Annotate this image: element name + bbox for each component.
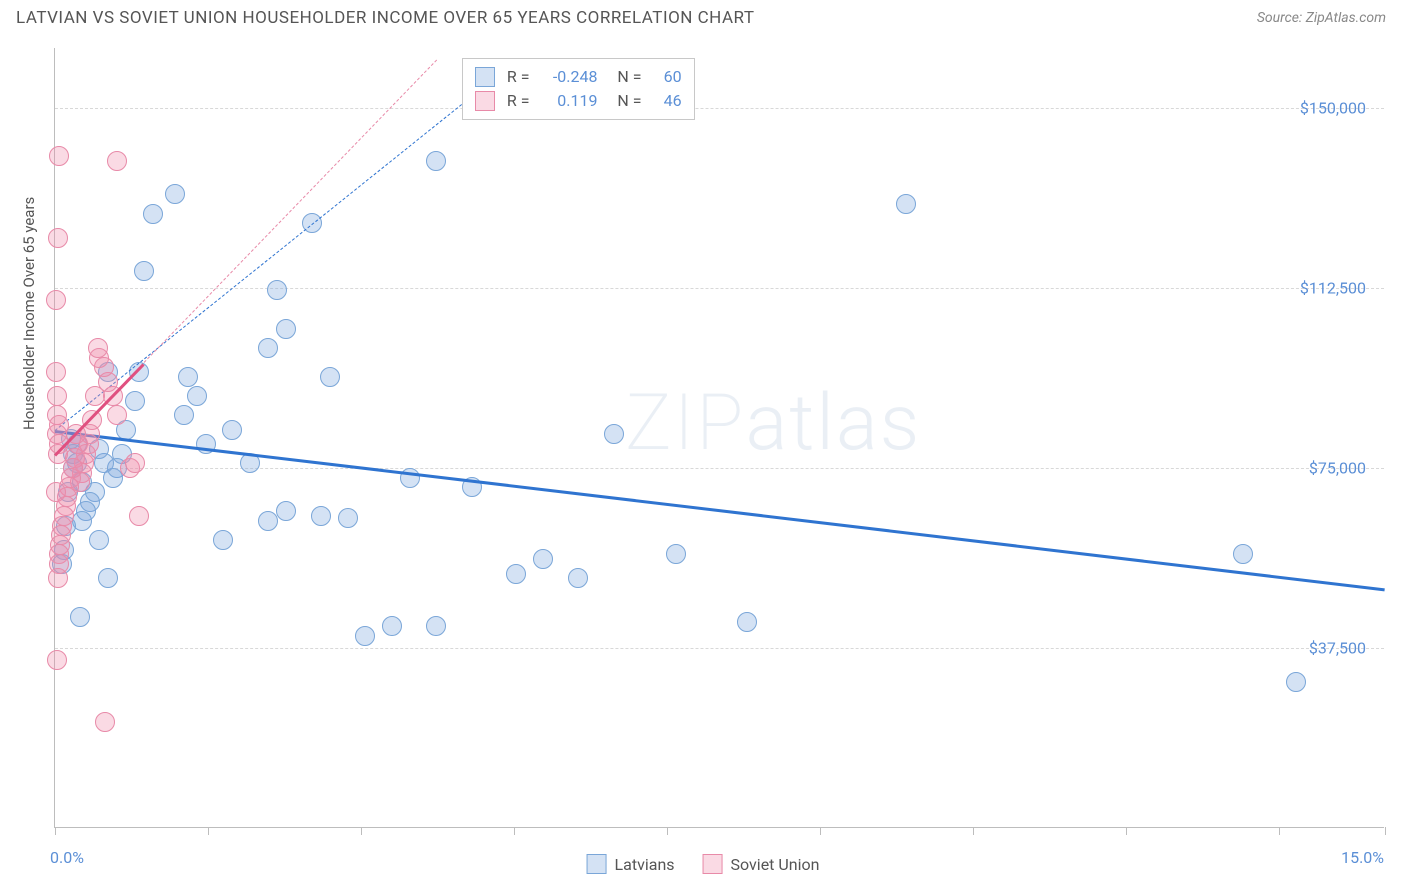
- stats-legend: R = -0.248 N = 60 R = 0.119 N = 46: [462, 58, 695, 120]
- plot-area: ZIPatlas $37,500 $75,000 $112,500 $150,000: [54, 48, 1384, 828]
- data-point: [88, 338, 108, 358]
- swatch-icon: [703, 854, 723, 874]
- data-point: [165, 184, 185, 204]
- data-point: [320, 367, 340, 387]
- data-point: [48, 228, 68, 248]
- x-tick: [1126, 827, 1127, 835]
- trend-line: [55, 430, 1385, 591]
- x-tick: [1385, 827, 1386, 835]
- source-label: Source: ZipAtlas.com: [1257, 10, 1386, 26]
- trend-line: [143, 60, 436, 363]
- data-point: [125, 391, 145, 411]
- stat-n-label: N =: [609, 89, 641, 113]
- stat-r-label: R =: [507, 89, 530, 113]
- data-point: [85, 386, 105, 406]
- data-point: [426, 151, 446, 171]
- data-point: [174, 405, 194, 425]
- data-point: [737, 612, 757, 632]
- legend-label: Soviet Union: [731, 855, 820, 874]
- data-point: [178, 367, 198, 387]
- y-tick-label: $75,000: [1309, 459, 1366, 478]
- legend-label: Latvians: [615, 855, 675, 874]
- gridline: [55, 648, 1384, 649]
- data-point: [222, 420, 242, 440]
- data-point: [129, 506, 149, 526]
- swatch-icon: [475, 91, 495, 111]
- data-point: [187, 386, 207, 406]
- x-tick: [514, 827, 515, 835]
- data-point: [89, 530, 109, 550]
- data-point: [896, 194, 916, 214]
- swatch-icon: [475, 67, 495, 87]
- x-tick: [820, 827, 821, 835]
- stats-row: R = -0.248 N = 60: [475, 65, 682, 89]
- data-point: [604, 424, 624, 444]
- gridline: [55, 108, 1384, 109]
- data-point: [355, 626, 375, 646]
- data-point: [46, 482, 66, 502]
- stat-n-value: 46: [654, 89, 682, 113]
- data-point: [125, 453, 145, 473]
- data-point: [98, 568, 118, 588]
- stat-n-value: 60: [654, 65, 682, 89]
- data-point: [107, 151, 127, 171]
- x-tick: [208, 827, 209, 835]
- swatch-icon: [587, 854, 607, 874]
- data-point: [47, 650, 67, 670]
- x-tick: [361, 827, 362, 835]
- y-tick-label: $112,500: [1300, 279, 1366, 298]
- x-tick: [973, 827, 974, 835]
- y-tick-label: $150,000: [1300, 99, 1366, 118]
- data-point: [568, 568, 588, 588]
- legend-item-latvians: Latvians: [587, 854, 675, 874]
- data-point: [49, 415, 69, 435]
- data-point: [666, 544, 686, 564]
- data-point: [258, 338, 278, 358]
- x-tick: [55, 827, 56, 835]
- data-point: [46, 362, 66, 382]
- x-max-label: 15.0%: [1341, 848, 1384, 867]
- data-point: [311, 506, 331, 526]
- data-point: [382, 616, 402, 636]
- y-axis-label: Householder Income Over 65 years: [20, 197, 38, 430]
- data-point: [1286, 672, 1306, 692]
- data-point: [426, 616, 446, 636]
- x-tick: [667, 827, 668, 835]
- data-point: [338, 508, 358, 528]
- trend-line: [55, 60, 517, 430]
- gridline: [55, 288, 1384, 289]
- y-tick-label: $37,500: [1309, 639, 1366, 658]
- data-point: [1233, 544, 1253, 564]
- data-point: [47, 386, 67, 406]
- stat-n-label: N =: [609, 65, 641, 89]
- x-min-label: 0.0%: [50, 848, 84, 867]
- data-point: [134, 261, 154, 281]
- data-point: [267, 280, 287, 300]
- data-point: [533, 549, 553, 569]
- stat-r-value: 0.119: [541, 89, 597, 113]
- data-point: [49, 146, 69, 166]
- data-point: [95, 712, 115, 732]
- data-point: [258, 511, 278, 531]
- data-point: [107, 405, 127, 425]
- x-tick: [1279, 827, 1280, 835]
- data-point: [46, 290, 66, 310]
- data-point: [70, 607, 90, 627]
- stat-r-value: -0.248: [541, 65, 597, 89]
- data-point: [48, 568, 68, 588]
- watermark: ZIPatlas: [625, 378, 921, 469]
- stat-r-label: R =: [507, 65, 530, 89]
- data-point: [213, 530, 233, 550]
- data-point: [276, 319, 296, 339]
- stats-row: R = 0.119 N = 46: [475, 89, 682, 113]
- bottom-legend: Latvians Soviet Union: [587, 854, 820, 874]
- chart-title: LATVIAN VS SOVIET UNION HOUSEHOLDER INCO…: [16, 8, 755, 28]
- data-point: [276, 501, 296, 521]
- legend-item-soviet: Soviet Union: [703, 854, 820, 874]
- data-point: [506, 564, 526, 584]
- data-point: [143, 204, 163, 224]
